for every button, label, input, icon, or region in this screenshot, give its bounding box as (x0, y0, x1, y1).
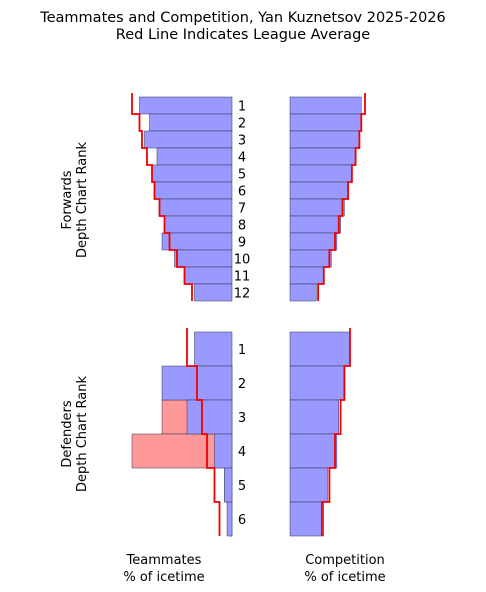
forwards-rank-label-7: 7 (238, 202, 246, 217)
defenders-teammate-bar-6 (226, 501, 233, 537)
defenders-y-label-line-1: Defenders (60, 400, 75, 467)
forwards-rank-label-2: 2 (238, 117, 246, 132)
forwards-competition-bar-1 (289, 96, 362, 115)
forwards-rank-label-5: 5 (238, 168, 246, 183)
defenders-y-label: Defenders Depth Chart Rank (60, 376, 90, 493)
forwards-rank-label-1: 1 (238, 100, 246, 115)
forwards-competition-bar-7 (289, 198, 345, 217)
forwards-competition-bar-9 (289, 232, 338, 251)
defenders-teammate-bar-3 (186, 399, 233, 435)
forwards-competition-bar-4 (289, 147, 356, 166)
forwards-teammate-bar-2 (149, 113, 233, 132)
forwards-y-label-line-1: Forwards (60, 170, 75, 229)
defenders-rank-label-5: 5 (238, 479, 246, 494)
forwards-teammate-bar-1 (139, 96, 233, 115)
teammates-x-label-line-2: % of icetime (123, 570, 204, 585)
defenders-teammate-bar-1 (194, 331, 233, 367)
defenders-competition-bar-3 (289, 399, 339, 435)
forwards-competition-bar-2 (289, 113, 362, 132)
forwards-teammate-bar-4 (156, 147, 233, 166)
forwards-y-label-line-2: Depth Chart Rank (75, 142, 90, 259)
forwards-competition-bar-10 (289, 249, 332, 268)
defenders-rank-label-3: 3 (238, 411, 246, 426)
defenders-rank-label-1: 1 (238, 343, 246, 358)
defenders-teammate-bar-4 (214, 433, 233, 469)
forwards-teammate-bar-8 (164, 215, 233, 234)
competition-x-label-line-1: Competition (305, 553, 385, 568)
chart-title-line-2: Red Line Indicates League Average (116, 27, 370, 43)
defenders-rank-label-4: 4 (238, 445, 246, 460)
forwards-competition-bar-6 (289, 181, 349, 200)
forwards-teammate-bar-5 (151, 164, 233, 183)
forwards-competition-bar-3 (289, 130, 360, 149)
forwards-rank-label-12: 12 (234, 287, 251, 302)
defenders-teammate-bar-5 (224, 467, 233, 503)
x-labels: Teammates % of icetime Competition % of … (123, 553, 385, 585)
forwards-teammate-bar-10 (174, 249, 233, 268)
defenders-rank-label-6: 6 (238, 513, 246, 528)
forwards-teammate-bar-12 (194, 283, 233, 302)
forwards-rank-label-3: 3 (238, 134, 246, 149)
forwards-competition-bar-11 (289, 266, 324, 285)
forwards-competition-bar-8 (289, 215, 341, 234)
forwards-teammates-league-avg-line (131, 93, 193, 301)
forwards-teammate-bar-11 (184, 266, 233, 285)
defenders-y-label-line-2: Depth Chart Rank (75, 376, 90, 493)
forwards-competition-league-avg-line (317, 93, 366, 301)
forwards-rank-label-10: 10 (234, 253, 251, 268)
defenders-competition-bar-4 (289, 433, 338, 469)
forwards-rank-label-9: 9 (238, 236, 246, 251)
forwards-y-label: Forwards Depth Chart Rank (60, 142, 90, 259)
forwards-teammate-bar-6 (154, 181, 233, 200)
forwards-rank-label-11: 11 (234, 270, 251, 285)
forwards-teammate-bar-3 (144, 130, 233, 149)
teammates-x-label-line-1: Teammates (126, 553, 202, 568)
forwards-rank-label-6: 6 (238, 185, 246, 200)
defenders-rank-label-2: 2 (238, 377, 246, 392)
forwards-rank-label-8: 8 (238, 219, 246, 234)
forwards-rank-label-4: 4 (238, 151, 246, 166)
defenders-competition-league-avg-line (321, 328, 351, 536)
defenders-competition-bar-2 (289, 365, 345, 401)
defenders-competition-bar-5 (289, 467, 328, 503)
forwards-teammate-bar-9 (161, 232, 233, 251)
forwards-teammate-bar-7 (159, 198, 233, 217)
competition-x-label-line-2: % of icetime (304, 570, 385, 585)
forwards-competition-bar-5 (289, 164, 353, 183)
forwards-competition-bar-12 (289, 283, 317, 302)
defenders-competition-bar-1 (289, 331, 351, 367)
defenders-competition-bar-6 (289, 501, 324, 537)
chart-title-line-1: Teammates and Competition, Yan Kuznetsov… (39, 10, 446, 26)
defenders-teammates-league-avg-line (186, 328, 221, 536)
